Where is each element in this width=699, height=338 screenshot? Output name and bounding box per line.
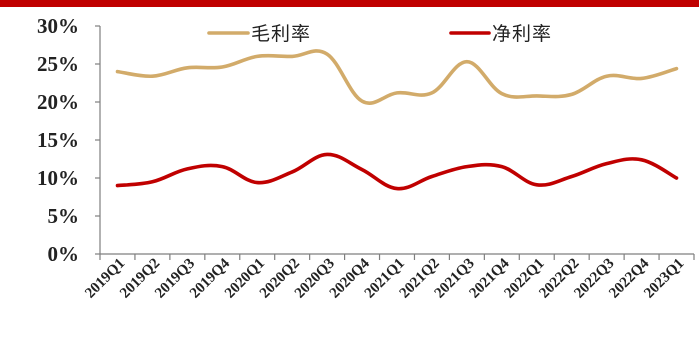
y-tick-label: 20%	[37, 90, 79, 114]
legend: 毛利率 净利率	[207, 23, 552, 45]
top-rule	[0, 0, 699, 7]
series-line-1	[115, 152, 679, 191]
y-tick-label: 15%	[37, 128, 79, 152]
y-tick-label: 30%	[37, 14, 79, 38]
legend-label-0: 毛利率	[251, 23, 311, 45]
x-axis: 2019Q12019Q22019Q32019Q42020Q12020Q22020…	[82, 253, 695, 302]
y-tick-label: 10%	[37, 166, 79, 190]
y-tick-label: 5%	[48, 204, 80, 228]
y-axis: 0% 5% 10% 15% 20% 25% 30%	[37, 14, 101, 266]
y-tick-label: 0%	[48, 242, 80, 266]
y-tick-label: 25%	[37, 52, 79, 76]
series-line-0	[115, 49, 679, 105]
x-tick-label: 2023Q1	[641, 256, 687, 302]
legend-label-1: 净利率	[492, 23, 552, 45]
series-lines	[115, 49, 679, 191]
